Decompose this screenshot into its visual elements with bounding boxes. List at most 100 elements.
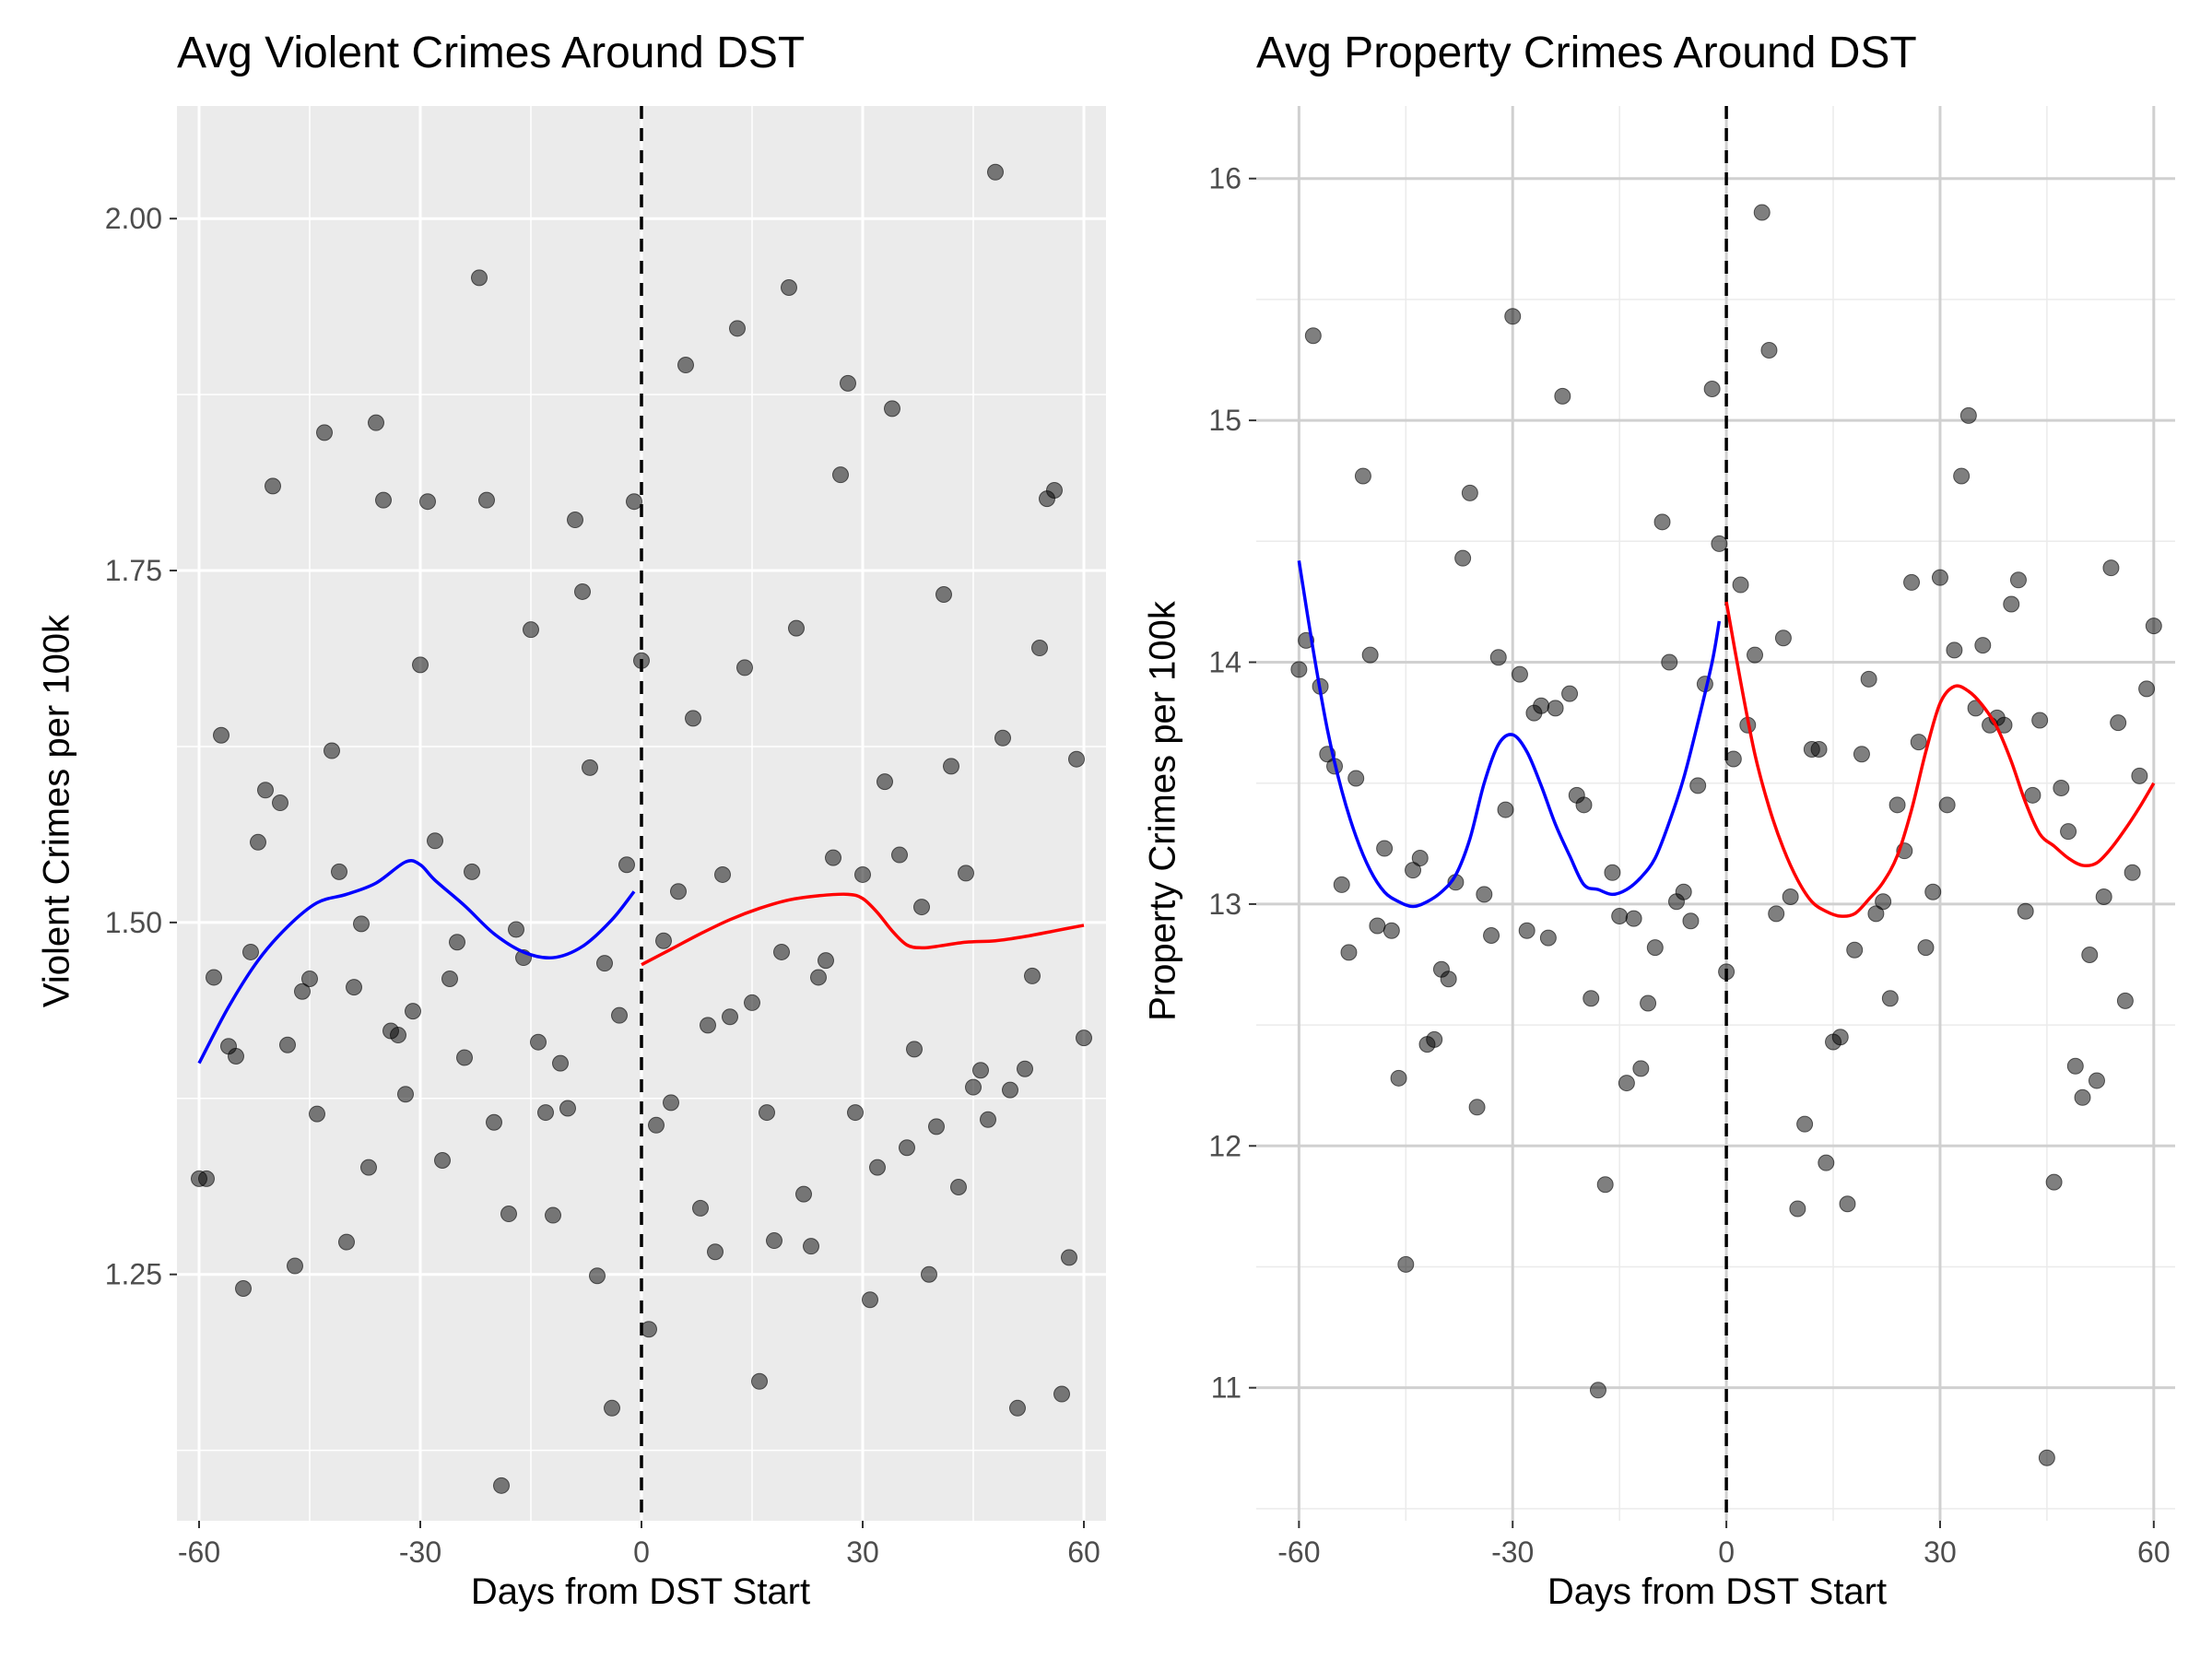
data-point (434, 1151, 451, 1169)
data-point (1053, 1385, 1070, 1403)
data-point (1818, 1154, 1835, 1171)
data-point (1575, 796, 1593, 814)
data-point (1290, 661, 1308, 678)
chart-title: Avg Property Crimes Around DST (1256, 29, 1917, 77)
data-point (257, 782, 274, 799)
data-point (1031, 640, 1048, 657)
data-point (272, 794, 288, 812)
data-point (1953, 467, 1971, 485)
data-point (1846, 941, 1864, 959)
y-tick-label: 14 (1208, 646, 1241, 679)
data-point (596, 955, 613, 972)
data-point (759, 1104, 775, 1122)
y-tick-label: 15 (1208, 404, 1241, 437)
data-point (1853, 746, 1870, 763)
data-point (1369, 917, 1386, 935)
data-point (1860, 670, 1877, 688)
data-point (2045, 1173, 2063, 1191)
data-point (1903, 573, 1921, 591)
data-point (1068, 750, 1085, 768)
data-point (1454, 549, 1472, 567)
y-axis-label: Property Crimes per 100k (1142, 601, 1183, 1021)
data-point (847, 1104, 864, 1122)
y-tick-label: 12 (1208, 1129, 1241, 1162)
data-point (1839, 1195, 1856, 1213)
x-tick-label: -60 (1277, 1535, 1320, 1569)
data-point (2074, 1088, 2091, 1106)
data-point (464, 863, 480, 880)
data-point (1426, 1030, 1443, 1048)
data-point (493, 1477, 510, 1494)
data-point (736, 659, 753, 677)
data-point (1618, 1075, 1635, 1092)
data-point (1646, 939, 1664, 957)
data-point (1732, 576, 1749, 594)
violent-crimes-plot: -60 -30 0 30 60 1.25 1.50 1.75 2.00 (105, 106, 1106, 1569)
data-point (2066, 1057, 2084, 1075)
data-point (1376, 840, 1394, 857)
data-point (486, 1113, 502, 1131)
data-point (353, 915, 370, 933)
data-point (641, 1321, 657, 1338)
data-point (1875, 893, 1892, 911)
data-point (1867, 905, 1885, 923)
data-point (744, 994, 760, 1011)
data-point (567, 512, 583, 529)
data-point (862, 1291, 878, 1309)
x-tick-label: -60 (178, 1535, 220, 1569)
data-point (803, 1238, 819, 1255)
data-point (1518, 922, 1535, 939)
data-point (854, 865, 871, 883)
data-point (729, 320, 746, 337)
data-point (405, 1003, 421, 1020)
data-point (1910, 734, 1927, 751)
data-point (906, 1041, 923, 1058)
data-point (943, 758, 959, 775)
data-point (331, 863, 347, 880)
data-point (700, 1017, 716, 1034)
y-tick-label: 1.25 (105, 1258, 162, 1291)
data-point (1931, 569, 1948, 586)
data-point (1703, 381, 1721, 397)
data-point (1604, 864, 1621, 881)
property-crimes-panel: -60 -30 0 30 60 11 12 13 14 15 16 Avg Property Cri… (1106, 0, 2212, 1659)
data-point (1046, 481, 1063, 499)
data-point (1917, 939, 1935, 957)
data-point (279, 1036, 296, 1053)
x-axis-label: Days from DST Start (470, 1571, 811, 1612)
data-point (1753, 204, 1771, 221)
y-tick-label: 11 (1211, 1371, 1241, 1405)
data-point (1002, 1081, 1018, 1099)
x-tick-label: -30 (1491, 1535, 1534, 1569)
data-point (301, 970, 318, 987)
data-point (840, 374, 856, 392)
data-point (1810, 740, 1828, 758)
data-point (1589, 1382, 1606, 1399)
data-point (589, 1267, 606, 1285)
data-point (316, 424, 333, 441)
data-point (1076, 1030, 1092, 1047)
data-point (1682, 912, 1700, 930)
data-point (692, 1199, 709, 1217)
x-tick-label: 60 (2137, 1535, 2171, 1569)
y-tick-label: 2.00 (105, 202, 162, 235)
data-point (1440, 971, 1457, 988)
y-axis-label: Violent Crimes per 100k (36, 614, 77, 1008)
data-point (508, 921, 524, 938)
data-point (2003, 595, 2020, 613)
data-point (1831, 1029, 1849, 1046)
data-point (2124, 864, 2141, 881)
data-point (2009, 571, 2027, 589)
data-point (1640, 994, 1657, 1012)
violent-crimes-panel: -60 -30 0 30 60 1.25 1.50 1.75 2.00 Avg Violent … (36, 29, 1106, 1612)
post-dst-trend-line (1724, 601, 2156, 918)
data-point (685, 710, 701, 727)
data-point (582, 759, 598, 776)
data-point (1533, 697, 1550, 714)
data-point (2081, 947, 2099, 963)
data-point (242, 943, 259, 960)
data-point (921, 1265, 937, 1283)
data-point (2102, 559, 2120, 577)
x-tick-label: -30 (399, 1535, 441, 1569)
data-point (891, 846, 908, 864)
